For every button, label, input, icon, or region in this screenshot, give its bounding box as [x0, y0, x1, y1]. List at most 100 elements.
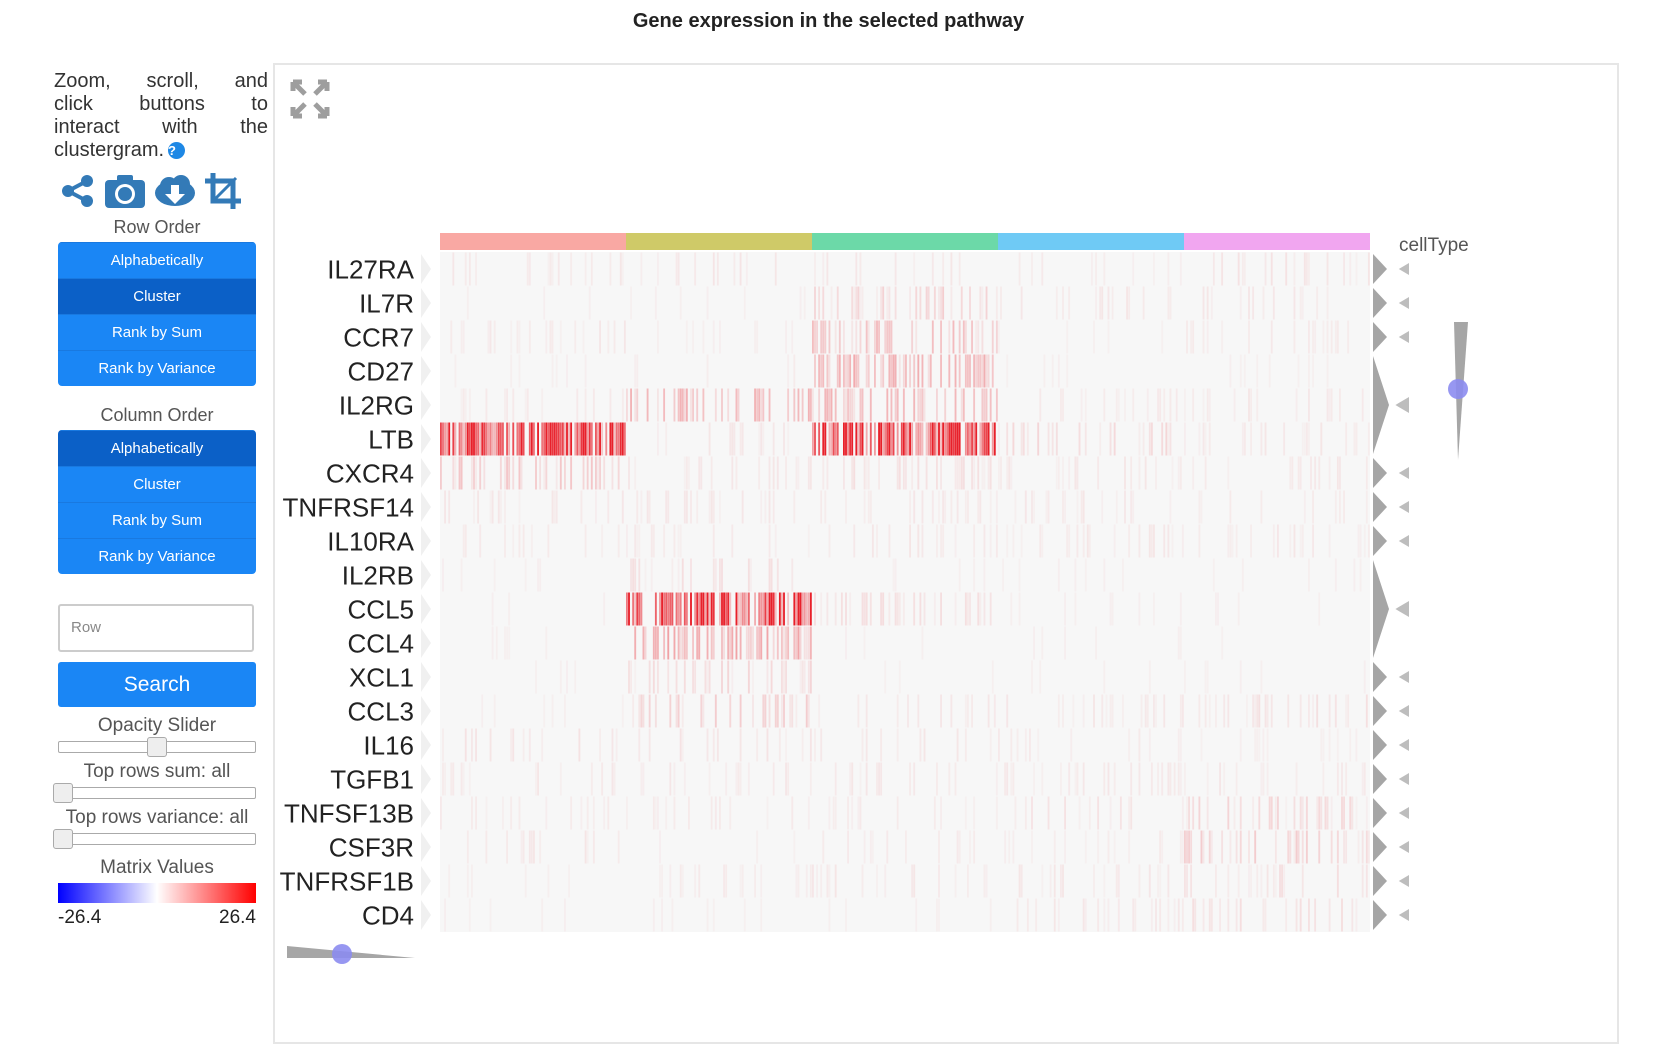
heatmap-cell[interactable] [909, 286, 911, 320]
heatmap-cell[interactable] [909, 524, 911, 558]
heatmap-cell[interactable] [454, 422, 457, 456]
heatmap-cell[interactable] [747, 592, 750, 626]
heatmap-cell[interactable] [1198, 796, 1201, 830]
heatmap-cell[interactable] [1020, 286, 1023, 320]
heatmap-cell[interactable] [876, 320, 878, 354]
heatmap-cell[interactable] [462, 388, 465, 422]
heatmap-cell[interactable] [1355, 898, 1358, 932]
heatmap-cell[interactable] [669, 762, 672, 796]
heatmap-cell[interactable] [640, 490, 643, 524]
heatmap-cell[interactable] [690, 490, 692, 524]
heatmap-cell[interactable] [731, 456, 734, 490]
heatmap-cell[interactable] [1308, 355, 1310, 388]
heatmap-cell[interactable] [1341, 796, 1343, 830]
heatmap-cell[interactable] [1041, 763, 1043, 796]
heatmap-cell[interactable] [526, 252, 529, 286]
heatmap-cell[interactable] [793, 490, 796, 524]
heatmap-cell[interactable] [880, 354, 883, 388]
heatmap-cell[interactable] [884, 661, 886, 694]
heatmap-cell[interactable] [766, 728, 769, 762]
heatmap-cell[interactable] [756, 388, 759, 422]
clustergram-svg[interactable]: cellType IL27RAIL7RCCR7CD27IL2RGLTBCXCR4… [275, 65, 1617, 1042]
heatmap-cell[interactable] [1295, 898, 1298, 932]
heatmap-cell[interactable] [764, 592, 767, 626]
camera-icon[interactable] [104, 173, 146, 209]
heatmap-cell[interactable] [636, 490, 639, 524]
heatmap-cell[interactable] [1060, 763, 1062, 796]
heatmap-cell[interactable] [1308, 898, 1310, 932]
heatmap-cell[interactable] [913, 253, 915, 286]
heatmap-cell[interactable] [677, 252, 680, 286]
heatmap-cell[interactable] [1047, 422, 1050, 456]
heatmap-cell[interactable] [528, 422, 531, 456]
heatmap-cell[interactable] [987, 422, 990, 456]
heatmap-cell[interactable] [865, 728, 868, 762]
heatmap-cell[interactable] [1299, 286, 1302, 320]
heatmap-cell[interactable] [1144, 694, 1147, 728]
heatmap-cell[interactable] [861, 388, 864, 422]
heatmap-cell[interactable] [1138, 524, 1141, 558]
row-label-il16[interactable]: IL16 [363, 731, 414, 761]
heatmap-cell[interactable] [735, 762, 738, 796]
heatmap-cell[interactable] [969, 592, 971, 626]
heatmap-cell[interactable] [1328, 898, 1331, 932]
heatmap-cell[interactable] [1365, 830, 1368, 864]
heatmap-cell[interactable] [599, 728, 601, 762]
heatmap-cell[interactable] [1308, 423, 1310, 456]
heatmap-cell[interactable] [770, 592, 773, 626]
heatmap-cell[interactable] [702, 321, 704, 354]
heatmap-cell[interactable] [979, 422, 982, 456]
heatmap-cell[interactable] [797, 388, 800, 422]
dendrogram-crop-icon[interactable] [1398, 467, 1409, 479]
heatmap-cell[interactable] [1068, 762, 1071, 796]
heatmap-cell[interactable] [677, 388, 680, 422]
heatmap-cell[interactable] [998, 321, 1000, 354]
heatmap-cell[interactable] [884, 320, 887, 354]
heatmap-cell[interactable] [1126, 286, 1128, 320]
heatmap-cell[interactable] [1356, 253, 1358, 286]
heatmap-cell[interactable] [913, 490, 916, 524]
heatmap-cell[interactable] [590, 422, 593, 456]
heatmap-cell[interactable] [849, 354, 852, 388]
heatmap-cell[interactable] [1248, 830, 1250, 864]
heatmap-cell[interactable] [638, 592, 641, 626]
heatmap-cell[interactable] [1221, 252, 1224, 286]
heatmap-cell[interactable] [865, 422, 868, 456]
heatmap-cell[interactable] [927, 422, 930, 456]
heatmap-cell[interactable] [556, 355, 558, 388]
heatmap-cell[interactable] [772, 626, 775, 660]
heatmap-cell[interactable] [1161, 422, 1164, 456]
heatmap-cell[interactable] [1016, 728, 1019, 762]
heatmap-cell[interactable] [1206, 286, 1209, 320]
heatmap-cell[interactable] [526, 388, 529, 422]
heatmap-cell[interactable] [1367, 524, 1370, 558]
heatmap-cell[interactable] [1353, 422, 1356, 456]
heatmap-cell[interactable] [809, 864, 812, 898]
heatmap-cell[interactable] [1301, 864, 1304, 898]
heatmap-cell[interactable] [1006, 694, 1009, 728]
heatmap-cell[interactable] [1000, 286, 1002, 320]
heatmap-cell[interactable] [1357, 830, 1360, 864]
heatmap-cell[interactable] [1060, 864, 1062, 898]
heatmap-cell[interactable] [888, 592, 891, 626]
heatmap-cell[interactable] [1085, 389, 1087, 422]
heatmap-cell[interactable] [646, 490, 649, 524]
row-label-csf3r[interactable]: CSF3R [329, 833, 414, 863]
heatmap-cell[interactable] [1179, 252, 1182, 286]
heatmap-cell[interactable] [1150, 422, 1153, 456]
heatmap-cell[interactable] [479, 524, 482, 558]
heatmap-cell[interactable] [938, 830, 940, 864]
heatmap-cell[interactable] [1330, 830, 1333, 864]
heatmap-cell[interactable] [1336, 456, 1339, 490]
heatmap-cell[interactable] [1132, 491, 1134, 524]
heatmap-cell[interactable] [865, 320, 868, 354]
heatmap-cell[interactable] [712, 252, 715, 286]
heatmap-cell[interactable] [698, 592, 701, 626]
heatmap-cell[interactable] [977, 354, 980, 388]
heatmap-cell[interactable] [857, 797, 859, 830]
heatmap-cell[interactable] [603, 797, 605, 830]
heatmap-cell[interactable] [1205, 661, 1207, 694]
heatmap-cell[interactable] [1179, 728, 1182, 762]
heatmap-cell[interactable] [1122, 695, 1124, 728]
heatmap-cell[interactable] [847, 388, 849, 422]
